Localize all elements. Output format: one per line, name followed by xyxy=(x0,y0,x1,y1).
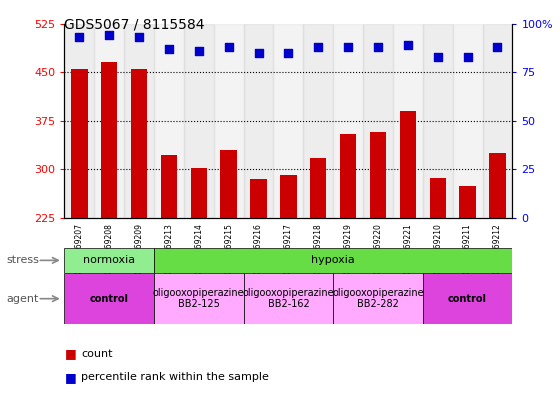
Bar xyxy=(340,134,356,218)
Bar xyxy=(273,24,304,218)
Text: percentile rank within the sample: percentile rank within the sample xyxy=(81,372,269,382)
Point xyxy=(194,48,203,54)
Bar xyxy=(71,69,87,218)
Bar xyxy=(244,24,273,218)
Text: GDS5067 / 8115584: GDS5067 / 8115584 xyxy=(64,18,205,32)
Point xyxy=(493,44,502,50)
Bar xyxy=(333,273,423,324)
Bar xyxy=(124,24,154,218)
Bar xyxy=(250,179,267,218)
Bar xyxy=(214,24,244,218)
Text: stress: stress xyxy=(7,255,40,265)
Bar xyxy=(131,69,147,218)
Text: oligooxopiperazine
BB2-125: oligooxopiperazine BB2-125 xyxy=(153,288,245,309)
Text: hypoxia: hypoxia xyxy=(311,255,355,265)
Point xyxy=(314,44,323,50)
Bar xyxy=(154,273,244,324)
Text: oligooxopiperazine
BB2-282: oligooxopiperazine BB2-282 xyxy=(332,288,424,309)
Bar xyxy=(154,248,512,273)
Bar xyxy=(161,155,177,218)
Point xyxy=(403,42,412,48)
Bar xyxy=(310,158,326,218)
Bar xyxy=(280,174,297,218)
Bar xyxy=(154,24,184,218)
Point xyxy=(165,46,174,52)
Text: normoxia: normoxia xyxy=(83,255,136,265)
Text: ■: ■ xyxy=(64,347,76,360)
Bar xyxy=(393,24,423,218)
Bar xyxy=(423,273,512,324)
Bar xyxy=(221,150,237,218)
Text: ■: ■ xyxy=(64,371,76,384)
Point xyxy=(374,44,382,50)
Point xyxy=(284,50,293,56)
Bar xyxy=(430,178,446,218)
Text: count: count xyxy=(81,349,113,359)
Point xyxy=(134,34,143,40)
Bar xyxy=(190,167,207,218)
Bar xyxy=(370,132,386,218)
Bar xyxy=(244,273,333,324)
Bar xyxy=(64,273,154,324)
Bar xyxy=(363,24,393,218)
Bar xyxy=(483,24,512,218)
Bar xyxy=(64,248,154,273)
Text: control: control xyxy=(90,294,129,304)
Text: oligooxopiperazine
BB2-162: oligooxopiperazine BB2-162 xyxy=(242,288,334,309)
Bar xyxy=(333,24,363,218)
Point xyxy=(344,44,353,50)
Bar xyxy=(459,185,476,218)
Bar xyxy=(184,24,214,218)
Bar xyxy=(101,62,118,218)
Text: agent: agent xyxy=(7,294,39,304)
Bar xyxy=(452,24,483,218)
Bar xyxy=(489,153,506,218)
Point xyxy=(224,44,233,50)
Point xyxy=(254,50,263,56)
Point xyxy=(433,53,442,60)
Bar xyxy=(304,24,333,218)
Bar xyxy=(64,24,94,218)
Point xyxy=(463,53,472,60)
Point xyxy=(105,32,114,39)
Text: control: control xyxy=(448,294,487,304)
Point xyxy=(75,34,84,40)
Bar xyxy=(94,24,124,218)
Bar xyxy=(423,24,452,218)
Bar xyxy=(400,111,416,218)
